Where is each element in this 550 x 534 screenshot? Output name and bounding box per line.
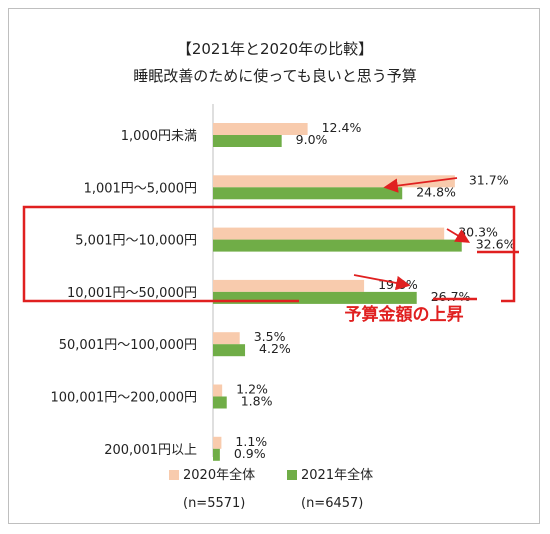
bar-2021	[213, 448, 220, 461]
data-label: 3.5%	[254, 329, 286, 344]
legend-n-label: (n=6457)	[301, 496, 363, 511]
arrow-increase-1	[446, 228, 471, 243]
bar-chart: 【2021年と2020年の比較】 睡眠改善のために使っても良いと思う予算 1,0…	[22, 40, 519, 511]
bar-2020	[213, 436, 222, 449]
category-label: 1,001円～5,000円	[84, 181, 197, 196]
category-label: 200,001円以上	[104, 443, 197, 458]
arrow-increase-2	[353, 274, 411, 291]
bar-2020	[213, 123, 308, 135]
category-label: 50,001円～100,000円	[59, 338, 197, 353]
bar-2020	[213, 332, 240, 345]
data-label: 9.0%	[296, 132, 328, 147]
callout-text: 予算金額の上昇	[345, 304, 464, 325]
legend-label: 2020年全体	[183, 467, 255, 483]
legend-label: 2021年全体	[301, 467, 373, 483]
bar-2021	[213, 187, 403, 200]
category-label: 1,000円未満	[121, 129, 197, 144]
data-label: 0.9%	[234, 446, 266, 461]
chart-subtitle: 睡眠改善のために使っても良いと思う予算	[133, 67, 417, 85]
arrow-decrease	[383, 177, 458, 193]
annotation: 予算金額の上昇	[22, 177, 519, 325]
bar-2021	[213, 396, 227, 409]
bar-2020	[213, 227, 445, 240]
legend-n-label: (n=5571)	[183, 496, 245, 511]
legend-swatch	[169, 470, 179, 480]
highlight-box	[22, 205, 516, 303]
category-label: 100,001円～200,000円	[50, 391, 197, 406]
data-label: 31.7%	[469, 172, 509, 187]
data-label: 32.6%	[476, 237, 516, 252]
bar-2021	[213, 344, 246, 357]
data-label: 26.7%	[431, 289, 471, 304]
legend-swatch	[287, 470, 297, 480]
plot-area: 1,000円未満 12.4%9.0% 1,001円～5,000円 31.7% 24.8%…	[50, 104, 516, 461]
category-label: 10,001円～50,000円	[67, 286, 197, 301]
chart-title: 【2021年と2020年の比較】	[177, 40, 373, 58]
bar-2021	[213, 135, 282, 147]
bar-2020	[213, 384, 223, 397]
data-label: 1.1%	[235, 434, 267, 449]
category-label: 5,001円～10,000円	[75, 234, 197, 249]
data-label: 1.8%	[241, 394, 273, 409]
bar-2020	[213, 279, 365, 292]
bar-2021	[213, 239, 462, 252]
data-label: 4.2%	[259, 341, 291, 356]
data-label: 19.8%	[378, 277, 418, 292]
data-label: 12.4%	[322, 120, 362, 135]
legend: 2020年全体 (n=5571) 2021年全体 (n=6457)	[169, 467, 373, 511]
chart-frame: 【2021年と2020年の比較】 睡眠改善のために使っても良いと思う予算 1,0…	[8, 8, 540, 524]
data-label: 1.2%	[236, 382, 268, 397]
data-label: 24.8%	[416, 184, 456, 199]
